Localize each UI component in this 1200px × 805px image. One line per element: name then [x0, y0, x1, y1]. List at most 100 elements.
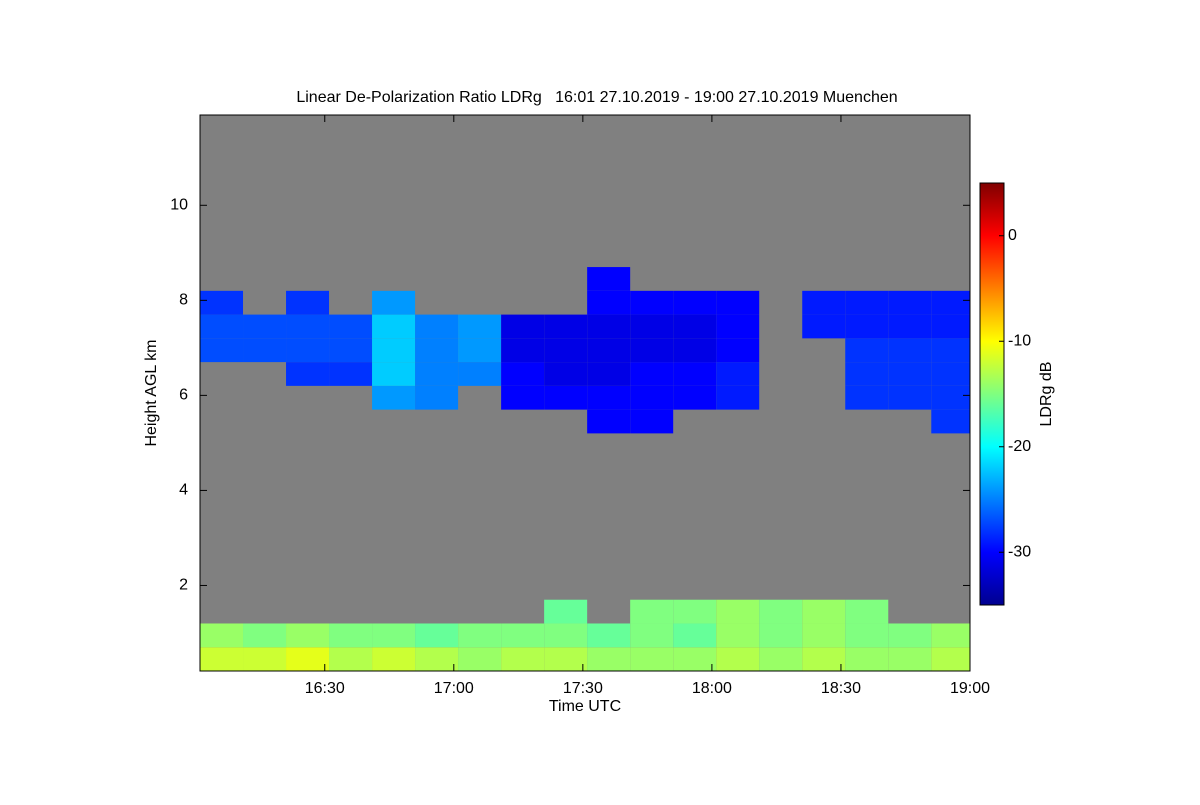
heatmap-cell	[716, 362, 760, 386]
heatmap-cell	[372, 385, 416, 410]
heatmap-cell	[243, 623, 287, 648]
heatmap-cell	[888, 623, 932, 648]
heatmap-cell	[544, 599, 588, 624]
heatmap-cell	[716, 647, 760, 671]
heatmap-cell	[888, 338, 932, 363]
heatmap-cell	[415, 385, 459, 410]
heatmap-cell	[845, 385, 889, 410]
heatmap-cell	[802, 647, 846, 671]
x-tick-label: 17:00	[434, 680, 474, 697]
heatmap-cell	[372, 362, 416, 386]
plot-frame	[199, 114, 971, 672]
heatmap-cell	[802, 599, 846, 624]
heatmap-cell	[200, 290, 244, 315]
heatmap-cell	[587, 290, 631, 315]
heatmap-cell	[286, 338, 330, 363]
heatmap-cell	[630, 623, 674, 648]
heatmap-cell	[716, 314, 760, 339]
heatmap-cell	[415, 623, 459, 648]
heatmap-cell	[587, 647, 631, 671]
colorbar-tick-label: -30	[1008, 543, 1031, 560]
x-axis-label: Time UTC	[549, 698, 621, 715]
heatmap-cell	[716, 623, 760, 648]
heatmap-cell	[501, 338, 545, 363]
y-tick-label: 8	[179, 292, 188, 309]
x-tick-label: 18:00	[692, 680, 732, 697]
heatmap-cell	[286, 623, 330, 648]
heatmap-cell	[931, 290, 970, 315]
heatmap-cell	[544, 314, 588, 339]
heatmap-cell	[501, 647, 545, 671]
heatmap-cell	[931, 409, 970, 434]
heatmap-cell	[931, 362, 970, 386]
heatmap-cell	[286, 290, 330, 315]
y-tick-label: 6	[179, 387, 188, 404]
heatmap-cell	[587, 314, 631, 339]
colorbar-tick-label: -20	[1008, 438, 1031, 455]
heatmap-cell	[630, 362, 674, 386]
heatmap-cell	[200, 338, 244, 363]
heatmap-cell	[415, 362, 459, 386]
heatmap-cell	[716, 290, 760, 315]
heatmap-cell	[286, 647, 330, 671]
heatmap-cell	[630, 409, 674, 434]
heatmap-cell	[931, 314, 970, 339]
heatmap-cell	[630, 599, 674, 624]
heatmap-cell	[888, 647, 932, 671]
heatmap-cell	[329, 362, 373, 386]
heatmap-cell	[845, 647, 889, 671]
heatmap-cell	[329, 647, 373, 671]
colorbar-tick-label: -10	[1008, 332, 1031, 349]
heatmap-cell	[372, 338, 416, 363]
heatmap-cell	[845, 314, 889, 339]
heatmap-cell	[888, 385, 932, 410]
heatmap-cell	[802, 314, 846, 339]
heatmap-cell	[845, 338, 889, 363]
heatmap-cell	[544, 623, 588, 648]
heatmap-cell	[802, 290, 846, 315]
heatmap-cell	[888, 314, 932, 339]
chart-title: Linear De-Polarization Ratio LDRg 16:01 …	[296, 89, 897, 106]
heatmap-cell	[630, 385, 674, 410]
heatmap-cell	[200, 623, 244, 648]
heatmap-cell	[200, 647, 244, 671]
x-tick-label: 19:00	[950, 680, 990, 697]
heatmap-cell	[372, 647, 416, 671]
heatmap-cell	[458, 623, 502, 648]
heatmap-cell	[759, 647, 803, 671]
heatmap-cell	[587, 362, 631, 386]
heatmap-cell	[673, 599, 717, 624]
heatmap-cell	[673, 623, 717, 648]
y-axis-label: Height AGL km	[143, 339, 160, 446]
heatmap-cell	[802, 623, 846, 648]
heatmap-cell	[458, 338, 502, 363]
heatmap-cell	[845, 599, 889, 624]
heatmap-cell	[845, 362, 889, 386]
heatmap-cell	[415, 314, 459, 339]
heatmap-cell	[759, 623, 803, 648]
colorbar-tick-label: 0	[1008, 227, 1017, 244]
heatmap-cell	[587, 623, 631, 648]
heatmap-cell	[544, 647, 588, 671]
heatmap-cell	[673, 362, 717, 386]
heatmap-cell	[544, 362, 588, 386]
heatmap-cell	[458, 647, 502, 671]
heatmap-cell	[415, 647, 459, 671]
heatmap-cell	[673, 647, 717, 671]
heatmap-cell	[286, 362, 330, 386]
heatmap-cell	[716, 385, 760, 410]
heatmap-cell	[673, 290, 717, 315]
colorbar	[979, 182, 1005, 606]
y-tick-label: 2	[179, 577, 188, 594]
heatmap-cell	[200, 314, 244, 339]
heatmap-cell	[888, 362, 932, 386]
x-tick-label: 17:30	[563, 680, 603, 697]
heatmap-cell	[286, 314, 330, 339]
heatmap-cell	[845, 290, 889, 315]
y-tick-label: 4	[179, 482, 188, 499]
heatmap-cell	[501, 314, 545, 339]
heatmap-cell	[372, 623, 416, 648]
heatmap-cell	[716, 599, 760, 624]
heatmap-cell	[931, 623, 970, 648]
heatmap-cell	[888, 290, 932, 315]
